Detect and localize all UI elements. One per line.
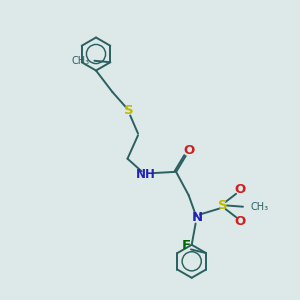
Text: S: S: [124, 104, 134, 117]
Text: N: N: [192, 211, 203, 224]
Text: CH₃: CH₃: [71, 56, 89, 66]
Text: S: S: [218, 199, 227, 212]
Text: O: O: [184, 144, 195, 157]
Text: O: O: [234, 215, 246, 228]
Text: F: F: [182, 239, 191, 252]
Text: CH₃: CH₃: [251, 202, 269, 212]
Text: O: O: [234, 183, 246, 196]
Text: NH: NH: [136, 168, 156, 181]
